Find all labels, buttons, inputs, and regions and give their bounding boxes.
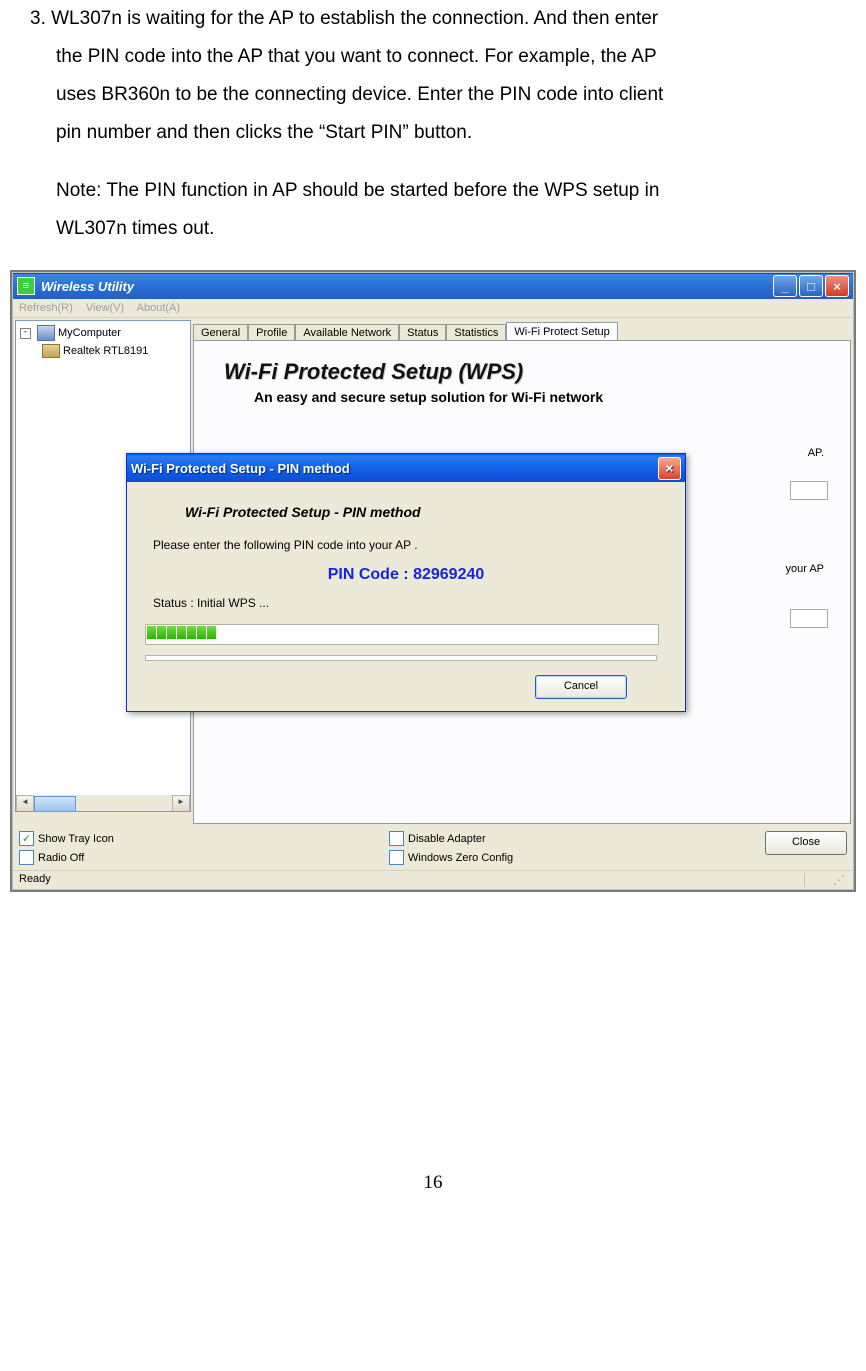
secondary-progress-bar [145, 655, 657, 661]
checkbox-icon [19, 850, 34, 865]
dialog-titlebar[interactable]: Wi-Fi Protected Setup - PIN method × [127, 454, 685, 482]
progress-segment [177, 626, 186, 639]
checkbox-label: Show Tray Icon [38, 833, 114, 845]
tab-profile[interactable]: Profile [248, 324, 295, 341]
minimize-button[interactable]: _ [773, 275, 797, 297]
progress-segment [187, 626, 196, 639]
app-icon: ≡ [17, 277, 35, 295]
hidden-field [790, 609, 828, 628]
maximize-button[interactable]: □ [799, 275, 823, 297]
tree-item-computer[interactable]: - MyComputer [20, 325, 186, 341]
tab-available-network[interactable]: Available Network [295, 324, 399, 341]
resize-grip-icon[interactable]: ⋰ [804, 873, 847, 887]
para-line: the PIN code into the AP that you want t… [30, 38, 842, 76]
para-line: uses BR360n to be the connecting device.… [30, 76, 842, 114]
close-app-button[interactable]: Close [765, 831, 847, 855]
app-window: ≡ Wireless Utility _ □ × Refresh(R) View… [12, 272, 854, 890]
para-line: Note: The PIN function in AP should be s… [30, 172, 842, 210]
checkbox-label: Windows Zero Config [408, 852, 513, 864]
scroll-right-icon[interactable]: ► [172, 795, 190, 812]
progress-segment [207, 626, 216, 639]
checkbox-label: Disable Adapter [408, 833, 486, 845]
dialog-title: Wi-Fi Protected Setup - PIN method [131, 461, 350, 476]
checkbox-radio-off[interactable]: Radio Off [19, 850, 389, 865]
wps-heading: Wi-Fi Protected Setup (WPS) [224, 359, 838, 385]
adapter-icon [42, 344, 60, 358]
computer-icon [37, 325, 55, 341]
background-text: your AP [785, 563, 824, 575]
checkbox-disable-adapter[interactable]: Disable Adapter [389, 831, 513, 846]
tab-general[interactable]: General [193, 324, 248, 341]
titlebar[interactable]: ≡ Wireless Utility _ □ × [13, 273, 853, 299]
pin-label: PIN Code : [328, 566, 413, 583]
pin-value: 82969240 [413, 566, 484, 583]
pin-dialog: Wi-Fi Protected Setup - PIN method × Wi-… [126, 453, 686, 712]
menu-refresh[interactable]: Refresh(R) [19, 302, 73, 314]
checkbox-label: Radio Off [38, 852, 84, 864]
page-number: 16 [0, 1172, 866, 1214]
document-body: 3. WL307n is waiting for the AP to estab… [0, 0, 866, 248]
tree-expand-icon[interactable]: - [20, 328, 31, 339]
screenshot-frame: ≡ Wireless Utility _ □ × Refresh(R) View… [10, 270, 856, 892]
background-text: AP. [808, 447, 824, 459]
dialog-message: Please enter the following PIN code into… [153, 538, 667, 552]
hidden-field [790, 481, 828, 500]
status-text: Ready [19, 873, 51, 887]
scroll-thumb[interactable] [34, 796, 76, 812]
menu-view[interactable]: View(V) [86, 302, 124, 314]
progress-segment [157, 626, 166, 639]
window-title: Wireless Utility [41, 279, 134, 294]
tree-item-adapter[interactable]: Realtek RTL8191 [20, 343, 186, 359]
status-bar: Ready ⋰ [13, 870, 853, 889]
para-line: pin number and then clicks the “Start PI… [30, 114, 842, 152]
tree-label: Realtek RTL8191 [63, 345, 148, 357]
dialog-status: Status : Initial WPS ... [153, 596, 667, 610]
pin-code-line: PIN Code : 82969240 [145, 566, 667, 584]
tree-label: MyComputer [58, 327, 121, 339]
menubar: Refresh(R) View(V) About(A) [13, 299, 853, 318]
checkbox-show-tray[interactable]: ✓ Show Tray Icon [19, 831, 389, 846]
checkbox-icon: ✓ [19, 831, 34, 846]
progress-bar [145, 624, 659, 645]
tab-status[interactable]: Status [399, 324, 446, 341]
para-line: 3. WL307n is waiting for the AP to estab… [30, 0, 842, 38]
checkbox-icon [389, 850, 404, 865]
dialog-body: Wi-Fi Protected Setup - PIN method Pleas… [127, 482, 685, 711]
dialog-close-button[interactable]: × [658, 457, 681, 480]
progress-segment [197, 626, 206, 639]
wps-subheading: An easy and secure setup solution for Wi… [254, 389, 838, 405]
progress-segment [147, 626, 156, 639]
checkbox-zero-config[interactable]: Windows Zero Config [389, 850, 513, 865]
close-window-button[interactable]: × [825, 275, 849, 297]
menu-about[interactable]: About(A) [137, 302, 180, 314]
checkbox-icon [389, 831, 404, 846]
tab-bar: General Profile Available Network Status… [193, 320, 851, 340]
cancel-button[interactable]: Cancel [535, 675, 627, 699]
para-line: WL307n times out. [30, 210, 842, 248]
progress-segment [167, 626, 176, 639]
tab-statistics[interactable]: Statistics [446, 324, 506, 341]
scroll-left-icon[interactable]: ◄ [16, 795, 34, 812]
dialog-heading: Wi-Fi Protected Setup - PIN method [185, 504, 667, 520]
options-bar: ✓ Show Tray Icon Radio Off Disable Adapt… [13, 828, 853, 870]
horizontal-scrollbar[interactable]: ◄ ► [16, 795, 190, 811]
tab-wps[interactable]: Wi-Fi Protect Setup [506, 322, 617, 340]
